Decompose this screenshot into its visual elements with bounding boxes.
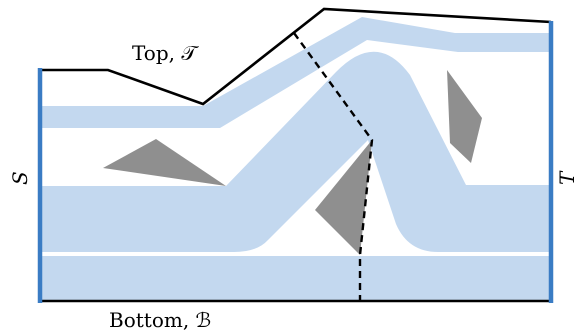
middle-band <box>40 51 551 252</box>
source-label: S <box>8 171 32 185</box>
bottom-band <box>40 256 551 300</box>
bottom-label: Bottom, ℬ <box>109 308 211 330</box>
obstacle-right <box>447 70 482 163</box>
top-label: Top, 𝒯 <box>132 41 199 65</box>
sink-label: T <box>555 170 574 185</box>
dashed-cut <box>293 32 374 302</box>
obstacle-center <box>315 140 372 255</box>
top-boundary <box>40 7 552 106</box>
flow-bands <box>40 17 551 300</box>
obstacles <box>103 70 482 255</box>
obstacle-left <box>103 139 226 186</box>
upper-band <box>40 17 551 128</box>
